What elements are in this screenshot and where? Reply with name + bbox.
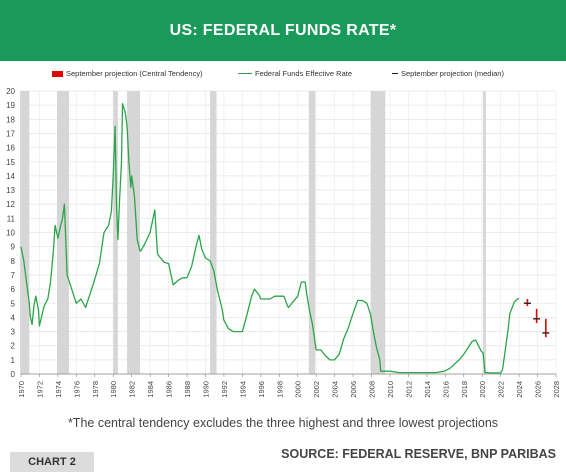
x-tick-label: 2008 <box>368 381 377 398</box>
recession-band <box>370 91 386 374</box>
y-tick-label: 6 <box>11 285 16 294</box>
y-tick-label: 18 <box>6 115 15 124</box>
x-tick-label: 1970 <box>17 381 26 398</box>
x-tick-label: 2014 <box>423 381 432 398</box>
y-tick-label: 15 <box>6 158 15 167</box>
recession-band <box>483 91 486 374</box>
recession-band <box>113 91 118 374</box>
recession-band <box>308 91 316 374</box>
y-tick-label: 16 <box>6 144 15 153</box>
y-tick-label: 17 <box>6 129 15 138</box>
x-tick-label: 2010 <box>386 381 395 398</box>
x-tick-label: 2006 <box>349 381 358 398</box>
y-tick-label: 19 <box>6 101 15 110</box>
x-tick-label: 2016 <box>441 381 450 398</box>
chart-legend: September projection (Central Tendency) … <box>0 66 566 82</box>
y-tick-label: 3 <box>11 328 16 337</box>
y-tick-label: 12 <box>6 200 15 209</box>
legend-item-central-tendency: September projection (Central Tendency) <box>52 69 203 78</box>
title-banner: US: FEDERAL FUNDS RATE* <box>0 0 566 61</box>
x-tick-label: 1972 <box>35 381 44 398</box>
y-tick-label: 4 <box>11 313 16 322</box>
y-tick-label: 8 <box>11 257 16 266</box>
recession-band <box>20 91 30 374</box>
chart-title: US: FEDERAL FUNDS RATE* <box>169 21 397 39</box>
legend-swatch-black-dash <box>392 73 398 74</box>
legend-label-fed-funds: Federal Funds Effective Rate <box>255 69 352 78</box>
x-tick-label: 1982 <box>128 381 137 398</box>
footnote: *The central tendency excludes the three… <box>67 416 499 430</box>
x-tick-label: 1976 <box>72 381 81 398</box>
x-tick-label: 2024 <box>515 381 524 398</box>
chart-tag: CHART 2 <box>10 452 94 472</box>
source-note: SOURCE: FEDERAL RESERVE, BNP PARIBAS <box>281 447 556 461</box>
x-tick-label: 1990 <box>201 381 210 398</box>
x-tick-label: 1974 <box>54 381 63 398</box>
y-tick-label: 14 <box>6 172 15 181</box>
x-tick-label: 1996 <box>257 381 266 398</box>
x-tick-label: 2022 <box>497 381 506 398</box>
x-tick-label: 2026 <box>534 381 543 398</box>
recession-band <box>56 91 69 374</box>
x-tick-label: 2028 <box>552 381 561 398</box>
x-tick-label: 1984 <box>146 381 155 398</box>
x-tick-label: 1992 <box>220 381 229 398</box>
legend-label-central-tendency: September projection (Central Tendency) <box>66 69 203 78</box>
x-tick-label: 1998 <box>275 381 284 398</box>
x-tick-label: 1994 <box>238 381 247 398</box>
y-tick-label: 1 <box>11 356 16 365</box>
x-tick-label: 1986 <box>165 381 174 398</box>
y-tick-label: 2 <box>11 342 16 351</box>
legend-swatch-green-line <box>238 73 252 74</box>
series-line-fed-funds <box>20 103 520 374</box>
y-tick-label: 0 <box>11 370 16 379</box>
legend-swatch-red-box <box>52 70 63 77</box>
x-tick-label: 2018 <box>460 381 469 398</box>
legend-item-fed-funds: Federal Funds Effective Rate <box>238 69 352 78</box>
x-tick-label: 1988 <box>183 381 192 398</box>
y-tick-label: 20 <box>6 87 15 96</box>
x-tick-label: 2020 <box>478 381 487 398</box>
y-tick-label: 10 <box>6 229 15 238</box>
y-tick-label: 13 <box>6 186 15 195</box>
recession-band <box>210 91 217 374</box>
x-tick-label: 2012 <box>404 381 413 398</box>
y-tick-label: 7 <box>11 271 16 280</box>
x-tick-label: 2002 <box>312 381 321 398</box>
legend-item-median: September projection (median) <box>392 69 504 78</box>
recession-band <box>127 91 140 374</box>
y-tick-label: 9 <box>11 243 16 252</box>
y-tick-label: 5 <box>11 299 16 308</box>
y-tick-label: 11 <box>7 214 16 223</box>
legend-label-median: September projection (median) <box>401 69 504 78</box>
x-tick-label: 2004 <box>331 381 340 398</box>
x-tick-label: 1978 <box>91 381 100 398</box>
x-tick-label: 1980 <box>109 381 118 398</box>
x-tick-label: 2000 <box>294 381 303 398</box>
